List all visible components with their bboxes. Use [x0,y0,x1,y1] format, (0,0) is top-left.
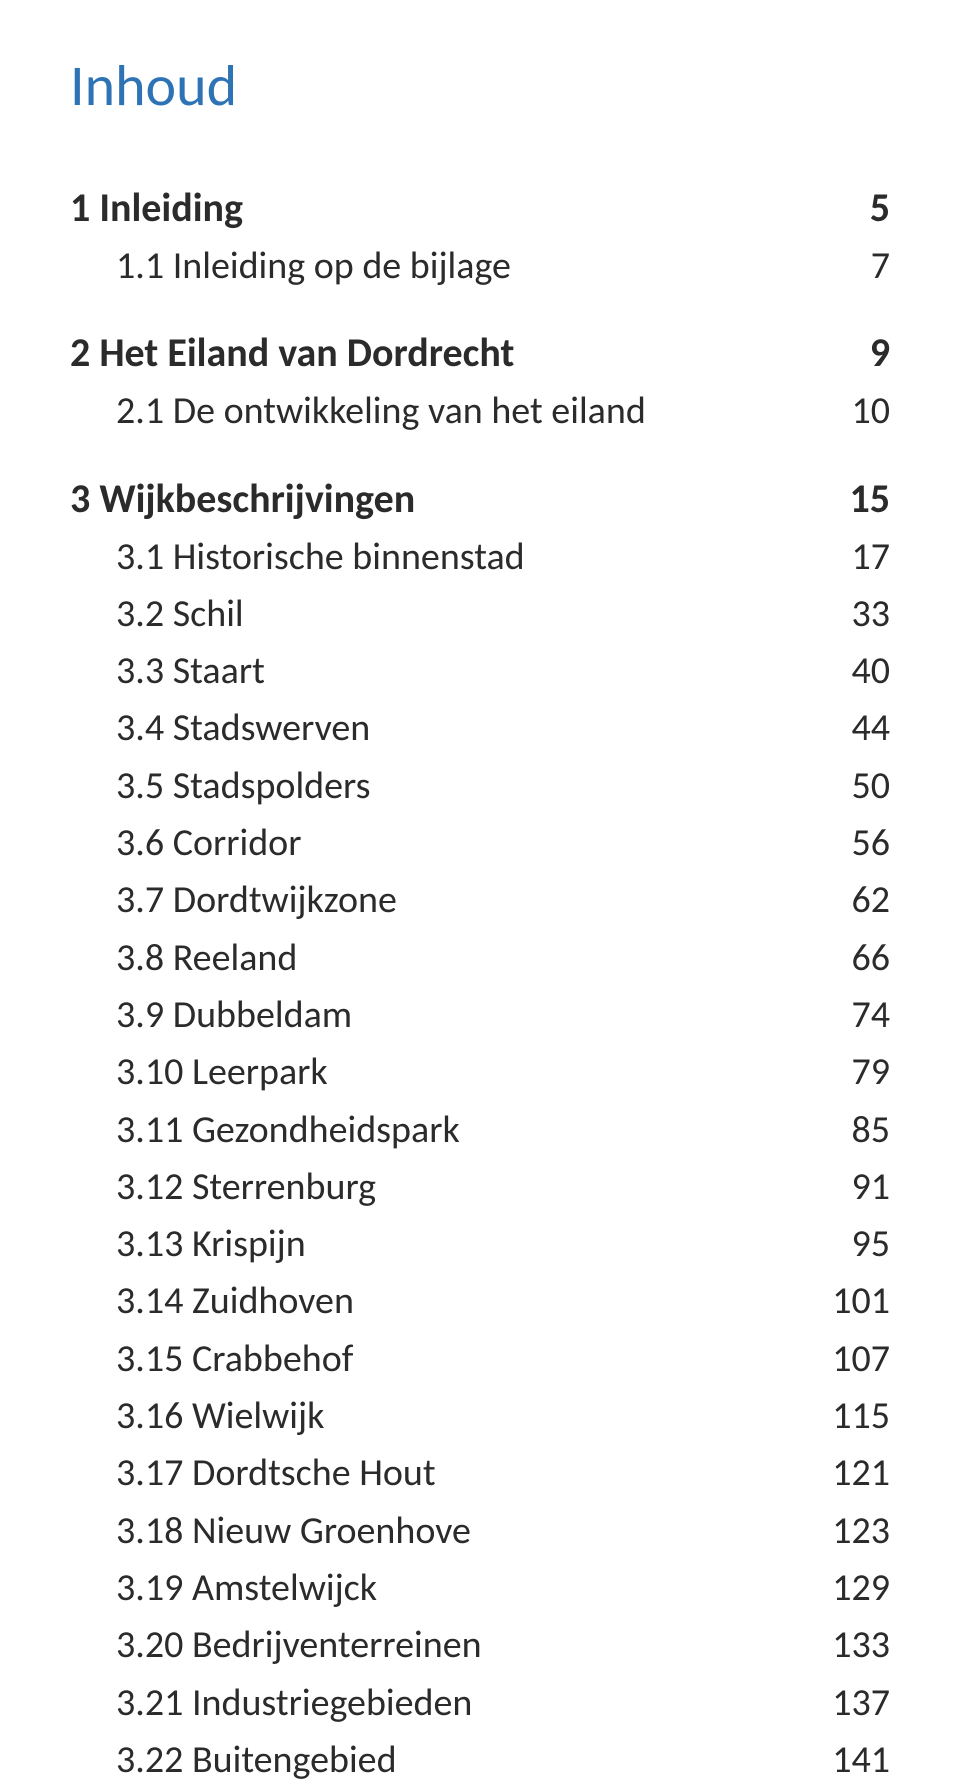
page-title: Inhoud [70,50,890,121]
toc-entry-page: 33 [810,589,890,640]
toc-entry-label: 3.17 Dordtsche Hout [116,1448,436,1499]
toc-entry-page: 50 [810,761,890,812]
toc-entry-page: 115 [810,1391,890,1442]
toc-entry: 3.8 Reeland 66 [70,933,890,984]
toc-entry-label: 3.4 Stadswerven [116,703,370,754]
toc-entry-page: 10 [810,386,890,437]
toc-entry: 3.20 Bedrijventerreinen 133 [70,1620,890,1671]
toc-entry: 3.15 Crabbehof 107 [70,1334,890,1385]
table-of-contents: 1 Inleiding 5 1.1 Inleiding op de bijlage 7… [70,181,890,1786]
toc-entry: 3 Wijkbeschrijvingen 15 [70,472,890,526]
toc-entry-label: 3.11 Gezondheidspark [116,1105,460,1156]
toc-entry: 2 Het Eiland van Dordrecht 9 [70,326,890,380]
toc-entry: 3.22 Buitengebied 141 [70,1735,890,1786]
toc-entry: 3.7 Dordtwijkzone 62 [70,875,890,926]
toc-entry-page: 129 [810,1563,890,1614]
toc-entry: 3.13 Krispijn 95 [70,1219,890,1270]
toc-entry: 3.21 Industriegebieden 137 [70,1678,890,1729]
toc-entry: 3.17 Dordtsche Hout 121 [70,1448,890,1499]
toc-entry-label: 3.10 Leerpark [116,1047,328,1098]
toc-entry-label: 2 Het Eiland van Dordrecht [70,326,514,380]
toc-entry: 1 Inleiding 5 [70,181,890,235]
toc-entry-page: 44 [810,703,890,754]
toc-entry-label: 2.1 De ontwikkeling van het eiland [116,386,646,437]
toc-entry-label: 3.5 Stadspolders [116,761,371,812]
toc-entry-label: 3.1 Historische binnenstad [116,532,525,583]
toc-entry-page: 40 [810,646,890,697]
toc-entry: 3.12 Sterrenburg 91 [70,1162,890,1213]
toc-entry-page: 62 [810,875,890,926]
toc-entry: 3.18 Nieuw Groenhove 123 [70,1506,890,1557]
toc-entry: 3.6 Corridor 56 [70,818,890,869]
toc-entry: 3.10 Leerpark 79 [70,1047,890,1098]
toc-entry: 3.16 Wielwijk 115 [70,1391,890,1442]
toc-entry: 3.9 Dubbeldam 74 [70,990,890,1041]
toc-entry-page: 141 [810,1735,890,1786]
toc-entry-label: 3.12 Sterrenburg [116,1162,376,1213]
toc-entry-label: 3.15 Crabbehof [116,1334,353,1385]
toc-entry-label: 1.1 Inleiding op de bijlage [116,241,511,292]
toc-entry-page: 56 [810,818,890,869]
toc-entry-page: 133 [810,1620,890,1671]
toc-entry-label: 1 Inleiding [70,181,243,235]
toc-entry-label: 3.7 Dordtwijkzone [116,875,397,926]
toc-entry-label: 3.13 Krispijn [116,1219,306,1270]
toc-entry-page: 123 [810,1506,890,1557]
toc-entry-page: 107 [810,1334,890,1385]
toc-entry-label: 3.20 Bedrijventerreinen [116,1620,482,1671]
toc-entry-page: 121 [810,1448,890,1499]
toc-entry-page: 15 [810,472,890,526]
toc-entry-label: 3.18 Nieuw Groenhove [116,1506,471,1557]
toc-entry-page: 66 [810,933,890,984]
toc-entry-label: 3.9 Dubbeldam [116,990,352,1041]
toc-entry-page: 7 [810,241,890,292]
toc-entry-page: 137 [810,1678,890,1729]
toc-entry-page: 85 [810,1105,890,1156]
toc-entry: 3.2 Schil 33 [70,589,890,640]
toc-entry: 3.4 Stadswerven 44 [70,703,890,754]
toc-entry-label: 3.3 Staart [116,646,265,697]
toc-entry: 3.14 Zuidhoven 101 [70,1276,890,1327]
toc-entry-label: 3.2 Schil [116,589,244,640]
toc-entry: 3.19 Amstelwijck 129 [70,1563,890,1614]
toc-entry-page: 95 [810,1219,890,1270]
toc-entry-page: 17 [810,532,890,583]
toc-entry-label: 3.6 Corridor [116,818,301,869]
toc-entry: 3.5 Stadspolders 50 [70,761,890,812]
toc-entry-label: 3.21 Industriegebieden [116,1678,472,1729]
toc-entry-page: 91 [810,1162,890,1213]
toc-entry-page: 101 [810,1276,890,1327]
toc-entry-label: 3.22 Buitengebied [116,1735,397,1786]
toc-entry-label: 3.8 Reeland [116,933,297,984]
toc-entry-page: 79 [810,1047,890,1098]
toc-entry: 2.1 De ontwikkeling van het eiland 10 [70,386,890,437]
toc-entry-page: 5 [810,181,890,235]
toc-entry: 1.1 Inleiding op de bijlage 7 [70,241,890,292]
toc-entry: 3.11 Gezondheidspark 85 [70,1105,890,1156]
toc-entry-label: 3.16 Wielwijk [116,1391,324,1442]
toc-entry-page: 9 [810,326,890,380]
toc-entry-page: 74 [810,990,890,1041]
toc-entry-label: 3.19 Amstelwijck [116,1563,377,1614]
toc-entry: 3.1 Historische binnenstad 17 [70,532,890,583]
toc-entry-label: 3 Wijkbeschrijvingen [70,472,415,526]
toc-entry-label: 3.14 Zuidhoven [116,1276,354,1327]
toc-entry: 3.3 Staart 40 [70,646,890,697]
